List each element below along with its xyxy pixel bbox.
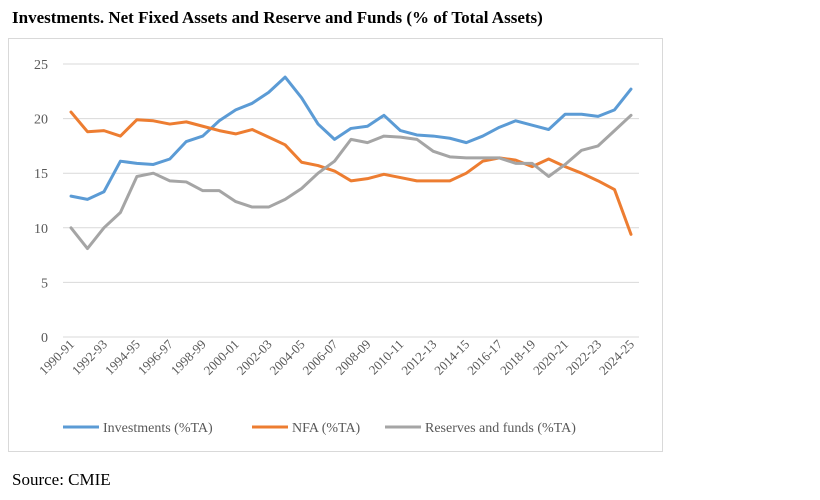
x-tick-label: 2018-19 — [497, 337, 538, 378]
y-tick-label: 10 — [34, 222, 48, 237]
y-tick-label: 25 — [34, 58, 48, 73]
y-tick-label: 20 — [34, 113, 48, 128]
source-note: Source: CMIE — [12, 470, 111, 489]
x-tick-label: 2022-23 — [563, 337, 604, 378]
x-tick-label: 2012-13 — [398, 337, 439, 378]
x-tick-label: 2006-07 — [299, 336, 341, 378]
y-tick-label: 5 — [41, 276, 48, 291]
legend-label: Investments (%TA) — [103, 421, 213, 436]
chart-title: Investments. Net Fixed Assets and Reserv… — [12, 8, 543, 27]
x-tick-label: 2000-01 — [201, 337, 242, 378]
series-line-1 — [69, 110, 633, 236]
x-tick-label: 1998-99 — [168, 337, 209, 378]
chart-frame — [8, 38, 663, 452]
x-tick-label: 2016-17 — [464, 336, 506, 378]
x-tick-label: 2024-25 — [596, 337, 637, 378]
x-tick-label: 2014-15 — [431, 337, 472, 378]
y-tick-label: 15 — [34, 167, 48, 182]
x-tick-label: 2020-21 — [530, 337, 571, 378]
y-tick-label: 0 — [41, 331, 48, 346]
series-line-0 — [69, 75, 633, 201]
x-tick-label: 2008-09 — [332, 337, 373, 378]
x-tick-label: 2002-03 — [234, 337, 275, 378]
x-tick-label: 2004-05 — [266, 337, 307, 378]
series-line-2 — [69, 113, 633, 251]
x-tick-label: 1994-95 — [102, 337, 143, 378]
x-tick-label: 2010-11 — [366, 337, 407, 378]
x-tick-label: 1992-93 — [69, 337, 110, 378]
x-tick-label: 1996-97 — [135, 336, 177, 378]
legend-label: Reserves and funds (%TA) — [425, 421, 576, 436]
legend-label: NFA (%TA) — [292, 421, 361, 436]
